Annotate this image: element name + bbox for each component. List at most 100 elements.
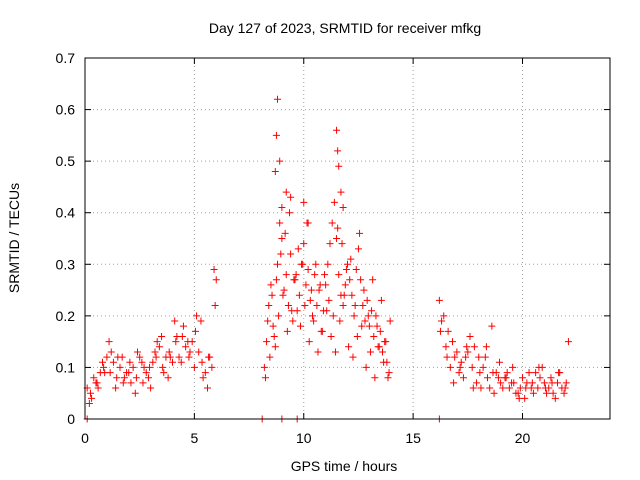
data-point — [99, 358, 106, 366]
data-point — [535, 363, 543, 371]
data-point — [155, 343, 163, 351]
data-point — [307, 286, 315, 294]
data-point — [197, 317, 205, 325]
data-points — [83, 95, 572, 423]
data-point — [357, 276, 365, 284]
data-point — [286, 209, 294, 217]
data-point — [283, 327, 291, 335]
data-point — [529, 389, 537, 397]
data-point — [442, 343, 450, 351]
data-point — [287, 193, 295, 201]
data-point — [120, 374, 128, 382]
data-point — [486, 384, 494, 392]
data-point — [477, 384, 485, 392]
data-point — [116, 363, 124, 371]
data-point — [490, 389, 498, 397]
data-point — [468, 363, 476, 371]
data-point — [268, 291, 276, 299]
data-point — [301, 302, 309, 310]
data-point — [147, 384, 155, 392]
data-point — [372, 312, 380, 320]
data-point — [326, 240, 334, 248]
data-point — [455, 369, 463, 377]
data-point — [199, 374, 207, 382]
data-point — [548, 379, 556, 387]
data-point — [129, 363, 137, 371]
data-point — [330, 198, 338, 206]
data-point — [309, 312, 316, 320]
data-point — [323, 307, 331, 315]
data-point — [282, 271, 290, 279]
data-point — [436, 327, 444, 335]
data-point — [340, 291, 348, 299]
data-point — [277, 250, 285, 258]
data-point — [113, 374, 121, 382]
data-point — [134, 348, 141, 356]
grid-layer — [85, 58, 610, 419]
data-point — [105, 338, 113, 346]
data-point — [136, 353, 144, 361]
data-point — [169, 358, 176, 366]
data-point — [90, 374, 98, 382]
data-point — [365, 322, 373, 330]
data-point — [334, 224, 342, 232]
data-point — [103, 353, 111, 361]
data-point — [164, 374, 172, 382]
data-point — [86, 389, 94, 397]
y-axis-label: SRMTID / TECUs — [6, 183, 22, 293]
data-point — [484, 374, 491, 382]
y-tick-label: 0.3 — [56, 256, 76, 272]
data-point — [151, 348, 159, 356]
data-point — [166, 353, 174, 361]
data-point — [551, 394, 559, 402]
data-point — [276, 157, 284, 165]
data-point — [263, 338, 271, 346]
data-point — [280, 286, 288, 294]
data-point — [359, 302, 367, 310]
data-point — [267, 281, 275, 289]
data-point — [475, 353, 483, 361]
data-point — [149, 358, 157, 366]
data-point — [289, 317, 297, 325]
data-point — [462, 353, 470, 361]
data-point — [369, 276, 377, 284]
data-point — [333, 126, 341, 134]
data-point — [466, 332, 474, 340]
data-point — [107, 348, 115, 356]
data-point — [337, 188, 345, 196]
data-point — [198, 358, 206, 366]
data-point — [497, 379, 505, 387]
data-point — [208, 363, 216, 371]
data-point — [260, 363, 268, 371]
data-point — [195, 348, 203, 356]
data-point — [499, 384, 507, 392]
data-point — [304, 219, 312, 227]
data-point — [290, 276, 298, 284]
x-tick-label: 15 — [405, 430, 421, 446]
data-point — [534, 384, 542, 392]
data-point — [512, 389, 520, 397]
data-point — [457, 358, 465, 366]
data-point — [351, 302, 359, 310]
data-point — [316, 281, 324, 289]
data-point — [350, 312, 358, 320]
data-point — [269, 322, 277, 330]
data-point — [265, 302, 273, 310]
data-point — [333, 235, 341, 242]
data-point — [496, 358, 504, 366]
data-point — [366, 348, 374, 356]
data-point — [386, 317, 394, 325]
data-point — [509, 363, 517, 371]
data-point — [318, 327, 326, 335]
data-point — [489, 369, 497, 377]
data-point — [334, 147, 342, 155]
data-point — [361, 317, 369, 325]
data-point — [274, 95, 281, 103]
data-point — [300, 198, 308, 206]
data-point — [505, 384, 513, 392]
y-tick-label: 0.1 — [56, 359, 76, 375]
data-point — [295, 291, 303, 299]
data-point — [204, 384, 211, 392]
data-point — [94, 384, 102, 392]
data-point — [131, 389, 139, 397]
